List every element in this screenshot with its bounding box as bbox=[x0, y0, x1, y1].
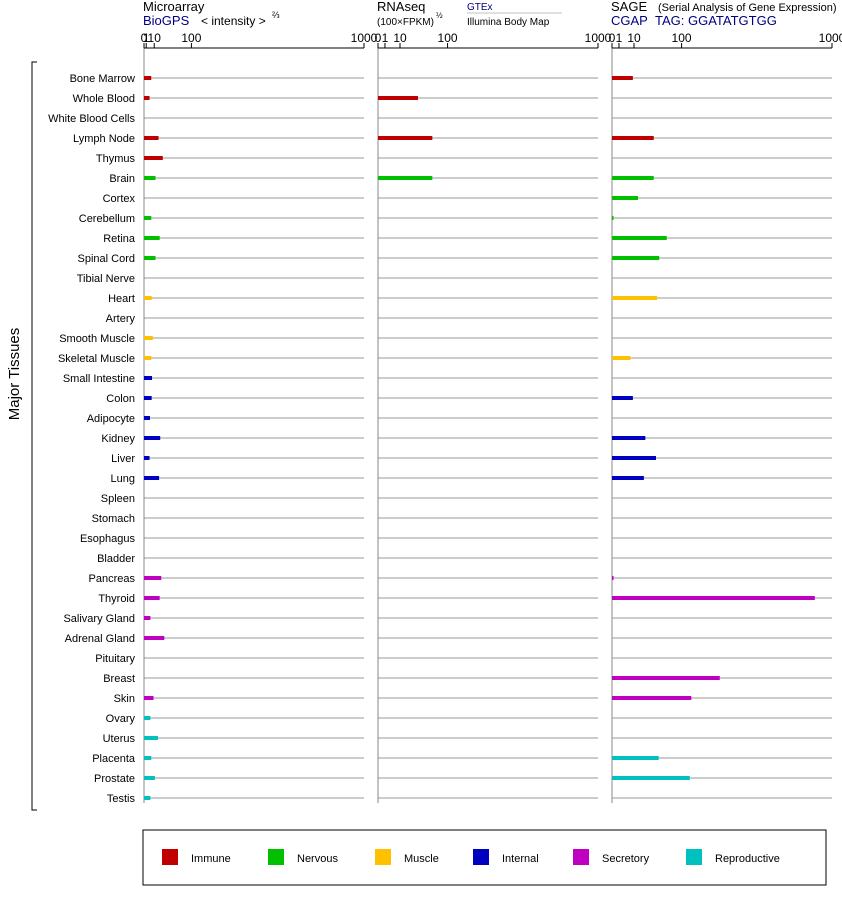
legend-label: Secretory bbox=[602, 853, 650, 865]
tissue-label: Esophagus bbox=[80, 533, 136, 545]
sage-title: SAGE bbox=[611, 0, 647, 14]
tissue-label: Prostate bbox=[94, 773, 135, 785]
legend-items: Immune Nervous Muscle Internal Secretory Repr… bbox=[162, 849, 780, 865]
tissue-label: Artery bbox=[106, 313, 136, 325]
legend-label: Reproductive bbox=[715, 853, 780, 865]
axis-tick-label: 1000 bbox=[819, 31, 842, 45]
sage-header: SAGE (Serial Analysis of Gene Expression… bbox=[611, 0, 837, 28]
axis-tick-label: 0 bbox=[141, 31, 148, 45]
sage-title-note: (Serial Analysis of Gene Expression) bbox=[658, 2, 837, 14]
legend-swatch bbox=[686, 849, 702, 865]
axis-tick-label: 10 bbox=[393, 31, 407, 45]
tissue-label: Cortex bbox=[103, 193, 136, 205]
tissue-label: Lung bbox=[111, 473, 135, 485]
tissue-label: Ovary bbox=[106, 713, 136, 725]
axis-tick-label: 1000 bbox=[351, 31, 378, 45]
tissue-label: Lymph Node bbox=[73, 133, 135, 145]
tissue-label: Small Intestine bbox=[63, 373, 135, 385]
tissue-label: Liver bbox=[111, 453, 135, 465]
y-axis-bracket bbox=[31, 61, 37, 811]
tissue-label: Spleen bbox=[101, 493, 135, 505]
rnaseq-unit-exponent: ½ bbox=[436, 11, 443, 20]
tissue-label: Placenta bbox=[92, 753, 136, 765]
microarray-header: Microarray BioGPS < intensity > ⅔ bbox=[143, 0, 280, 28]
axis-tick-label: 10 bbox=[627, 31, 641, 45]
microarray-unit-exponent: ⅔ bbox=[272, 10, 280, 20]
axes: 011010010000110100100001101001000 bbox=[141, 31, 842, 803]
rnaseq-unit: (100×FPKM) bbox=[377, 17, 434, 28]
axis-tick-label: 1 bbox=[616, 31, 623, 45]
legend-label: Immune bbox=[191, 853, 231, 865]
gridlines bbox=[144, 77, 832, 799]
legend-swatch bbox=[473, 849, 489, 865]
legend-swatch bbox=[573, 849, 589, 865]
tissue-label: Stomach bbox=[92, 513, 135, 525]
tissue-label: Breast bbox=[103, 673, 135, 685]
tissue-label: Cerebellum bbox=[79, 213, 135, 225]
tissue-label: Heart bbox=[108, 293, 135, 305]
y-axis-title: Major Tissues bbox=[6, 328, 23, 421]
tissue-label: Adipocyte bbox=[87, 413, 135, 425]
legend-swatch bbox=[375, 849, 391, 865]
axis-tick-label: 100 bbox=[438, 31, 458, 45]
legend-label: Nervous bbox=[297, 853, 338, 865]
axis-tick-label: 100 bbox=[672, 31, 692, 45]
tissue-label: Bone Marrow bbox=[70, 73, 135, 85]
rnaseq-source-bodymap: Illumina Body Map bbox=[467, 17, 550, 28]
microarray-unit: < intensity > bbox=[201, 14, 266, 28]
sage-tag: TAG: GGATATGTGG bbox=[655, 13, 777, 28]
axis-tick-label: 10 bbox=[148, 31, 162, 45]
tissue-label: Bladder bbox=[97, 553, 135, 565]
axis-tick-label: 0 bbox=[609, 31, 616, 45]
tissue-label: Salivary Gland bbox=[63, 613, 135, 625]
legend: Immune Nervous Muscle Internal Secretory Repr… bbox=[142, 829, 827, 886]
legend-swatch bbox=[162, 849, 178, 865]
tissue-label: Testis bbox=[107, 793, 136, 805]
tissue-label: Thyroid bbox=[98, 593, 135, 605]
tissue-label: Pituitary bbox=[95, 653, 135, 665]
legend-label: Muscle bbox=[404, 853, 439, 865]
axis-tick-label: 1 bbox=[382, 31, 389, 45]
microarray-title: Microarray bbox=[143, 0, 205, 14]
rnaseq-header: RNAseq (100×FPKM) ½ GTEx Illumina Body M… bbox=[377, 0, 562, 28]
legend-label: Internal bbox=[502, 853, 539, 865]
rnaseq-source-gtex: GTEx bbox=[467, 2, 493, 13]
legend-swatch bbox=[268, 849, 284, 865]
rnaseq-title: RNAseq bbox=[377, 0, 425, 14]
tissue-label: Tibial Nerve bbox=[77, 273, 135, 285]
tissue-label: Skin bbox=[114, 693, 135, 705]
bars bbox=[144, 76, 815, 800]
tissue-label: Adrenal Gland bbox=[65, 633, 135, 645]
tissue-label: Colon bbox=[106, 393, 135, 405]
axis-tick-label: 1000 bbox=[585, 31, 612, 45]
tissue-label: Pancreas bbox=[89, 573, 136, 585]
tissue-label: Whole Blood bbox=[73, 93, 135, 105]
axis-tick-label: 100 bbox=[181, 31, 201, 45]
tissue-label: Thymus bbox=[96, 153, 136, 165]
tissue-label: Smooth Muscle bbox=[59, 333, 135, 345]
sage-source: CGAP bbox=[611, 13, 648, 28]
tissue-label: Retina bbox=[103, 233, 136, 245]
axis-tick-label: 1 bbox=[143, 31, 150, 45]
tissue-label: White Blood Cells bbox=[48, 113, 135, 125]
tissue-label: Kidney bbox=[101, 433, 135, 445]
tissue-label: Uterus bbox=[103, 733, 136, 745]
microarray-source: BioGPS bbox=[143, 13, 190, 28]
tissue-label: Brain bbox=[109, 173, 135, 185]
tissue-label: Skeletal Muscle bbox=[58, 353, 135, 365]
axis-tick-label: 0 bbox=[375, 31, 382, 45]
tissue-label: Spinal Cord bbox=[78, 253, 135, 265]
tissue-labels: Bone Marrow Whole Blood White Blood Cells L… bbox=[48, 73, 136, 805]
